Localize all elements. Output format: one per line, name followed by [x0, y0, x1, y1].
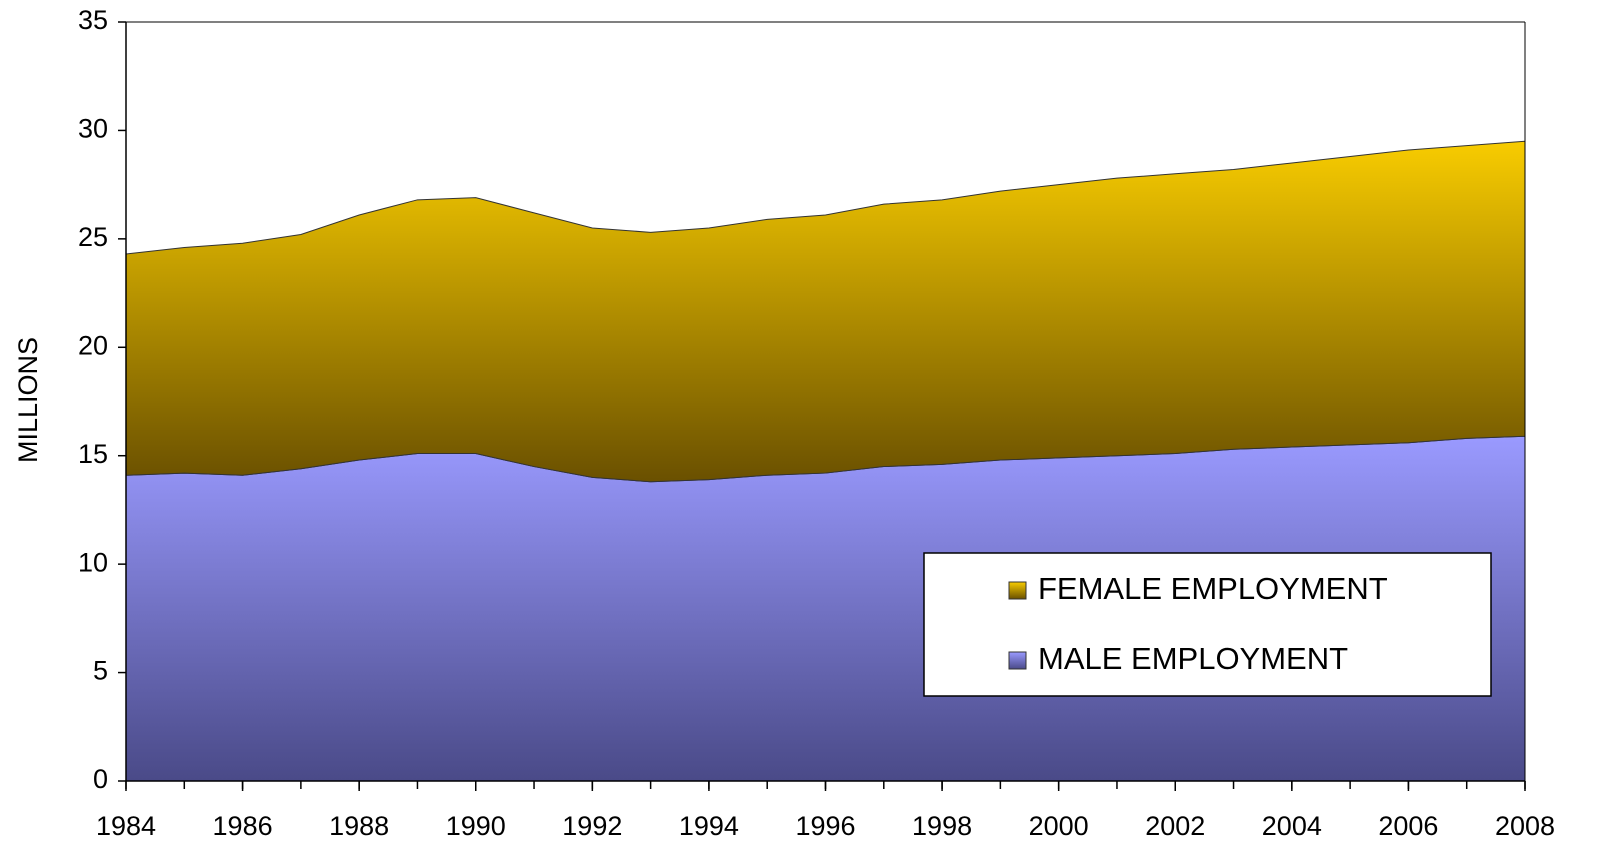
x-tick-label: 1994: [679, 811, 739, 841]
y-tick-label: 20: [78, 330, 108, 360]
y-tick-label: 25: [78, 222, 108, 252]
y-tick-label: 0: [93, 764, 108, 794]
y-tick-label: 30: [78, 114, 108, 144]
y-tick-label: 35: [78, 5, 108, 35]
y-tick-label: 15: [78, 439, 108, 469]
y-axis-label: MILLIONS: [13, 337, 43, 463]
x-tick-label: 1998: [912, 811, 972, 841]
x-tick-label: 2000: [1029, 811, 1089, 841]
x-tick-label: 1992: [562, 811, 622, 841]
x-tick-label: 1984: [96, 811, 156, 841]
x-tick-label: 2008: [1495, 811, 1555, 841]
legend-swatch: [1008, 651, 1027, 670]
area: [125, 140, 1526, 483]
x-tick-label: 2002: [1145, 811, 1205, 841]
x-tick-label: 1996: [795, 811, 855, 841]
y-tick-label: 10: [78, 547, 108, 577]
x-tick-label: 2006: [1378, 811, 1438, 841]
legend-swatch: [1008, 581, 1027, 600]
x-tick-label: 1990: [446, 811, 506, 841]
legend-box: [923, 552, 1492, 697]
legend-label: MALE EMPLOYMENT: [1038, 641, 1348, 676]
y-tick-label: 5: [93, 656, 108, 686]
x-tick-label: 2004: [1262, 811, 1322, 841]
x-tick-label: 1988: [329, 811, 389, 841]
legend-label: FEMALE EMPLOYMENT: [1038, 571, 1388, 606]
legend: FEMALE EMPLOYMENT MALE EMPLOYMENT: [923, 552, 1492, 697]
x-tick-label: 1986: [213, 811, 273, 841]
